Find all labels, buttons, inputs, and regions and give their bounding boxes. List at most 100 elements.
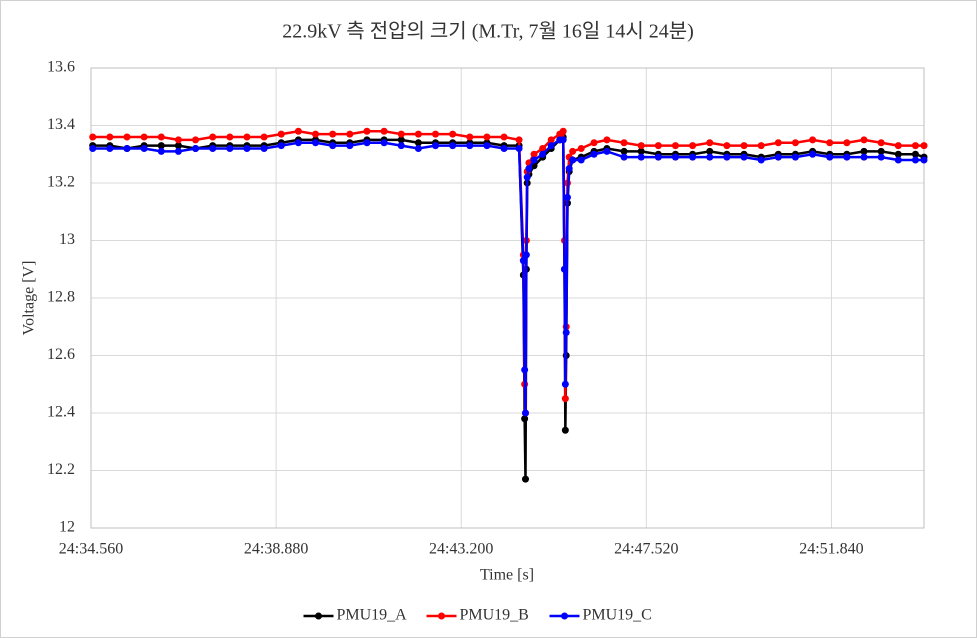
data-point	[522, 251, 530, 259]
data-point	[243, 145, 251, 152]
data-point	[123, 133, 131, 141]
data-point	[500, 145, 508, 152]
data-point	[192, 145, 200, 152]
data-point	[774, 139, 782, 147]
data-point	[380, 127, 388, 135]
y-tick-label: 12.8	[47, 289, 75, 306]
y-tick-label: 12.4	[47, 404, 75, 421]
data-point	[89, 145, 97, 152]
x-tick-label: 24:51.840	[799, 541, 863, 558]
data-point	[414, 139, 422, 147]
data-point	[654, 153, 662, 161]
data-point	[397, 136, 405, 144]
data-point	[521, 409, 529, 417]
data-point	[106, 145, 114, 152]
data-point	[89, 133, 97, 141]
data-point	[363, 127, 371, 135]
data-point	[140, 133, 148, 141]
data-point	[620, 147, 628, 155]
data-point	[466, 142, 474, 150]
data-point	[329, 142, 337, 150]
data-point	[920, 142, 928, 150]
data-point	[577, 145, 585, 152]
y-tick-label: 13	[59, 231, 75, 248]
data-point	[809, 150, 817, 158]
data-point	[603, 147, 611, 155]
data-point	[637, 142, 645, 150]
data-point	[562, 329, 570, 336]
data-point	[414, 145, 422, 152]
data-point	[521, 366, 529, 374]
data-point	[740, 153, 748, 161]
data-point	[260, 145, 268, 152]
x-tick-label: 24:34.560	[59, 541, 123, 558]
data-point	[723, 142, 731, 150]
data-point	[911, 150, 919, 158]
data-point	[860, 153, 868, 161]
data-point	[877, 153, 885, 161]
data-point	[590, 139, 598, 147]
data-point	[843, 153, 851, 161]
data-point	[706, 147, 714, 155]
data-point	[757, 142, 765, 150]
data-point	[590, 150, 598, 158]
y-axis-label: Voltage [V]	[21, 261, 38, 336]
data-point	[174, 136, 182, 144]
data-point	[226, 145, 234, 152]
data-point	[740, 142, 748, 150]
data-point	[312, 139, 320, 147]
data-point	[561, 380, 569, 388]
data-point	[226, 133, 234, 141]
data-point	[329, 130, 337, 138]
data-point	[397, 142, 405, 150]
chart-title: 22.9kV 측 전압의 크기 (M.Tr, 7월 16일 14시 24분)	[282, 20, 694, 43]
data-point	[565, 165, 573, 173]
data-point	[671, 153, 679, 161]
data-point	[432, 142, 440, 150]
data-point	[620, 139, 628, 147]
data-point	[569, 147, 577, 155]
data-point	[577, 156, 585, 164]
data-point	[277, 130, 285, 138]
data-point	[483, 133, 491, 141]
legend-label: PMU19_A	[337, 607, 408, 624]
x-tick-label: 24:38.880	[244, 541, 308, 558]
data-point	[312, 130, 320, 138]
y-tick-label: 13.2	[47, 174, 75, 191]
data-point	[894, 142, 902, 150]
data-point	[380, 139, 388, 147]
data-point	[521, 475, 529, 483]
x-axis-label: Time [s]	[480, 567, 534, 584]
data-point	[894, 156, 902, 164]
data-point	[174, 142, 182, 150]
data-point	[106, 133, 114, 141]
data-point	[603, 136, 611, 144]
data-point	[757, 156, 765, 164]
data-point	[174, 147, 182, 155]
data-point	[260, 133, 268, 141]
data-point	[774, 153, 782, 161]
data-point	[560, 265, 568, 273]
data-point	[911, 156, 919, 164]
data-point	[521, 415, 529, 423]
data-point	[523, 173, 531, 181]
data-point	[569, 156, 577, 164]
data-point	[209, 133, 217, 141]
data-point	[860, 136, 868, 144]
data-point	[530, 156, 538, 164]
data-point	[637, 147, 645, 155]
data-point	[689, 142, 697, 150]
data-point	[539, 150, 547, 158]
data-point	[157, 142, 165, 150]
data-point	[706, 139, 714, 147]
data-point	[243, 133, 251, 141]
data-point	[561, 395, 569, 403]
data-point	[791, 139, 799, 147]
x-tick-label: 24:47.520	[614, 541, 678, 558]
data-point	[483, 142, 491, 150]
data-point	[620, 153, 628, 161]
data-point	[192, 136, 200, 144]
